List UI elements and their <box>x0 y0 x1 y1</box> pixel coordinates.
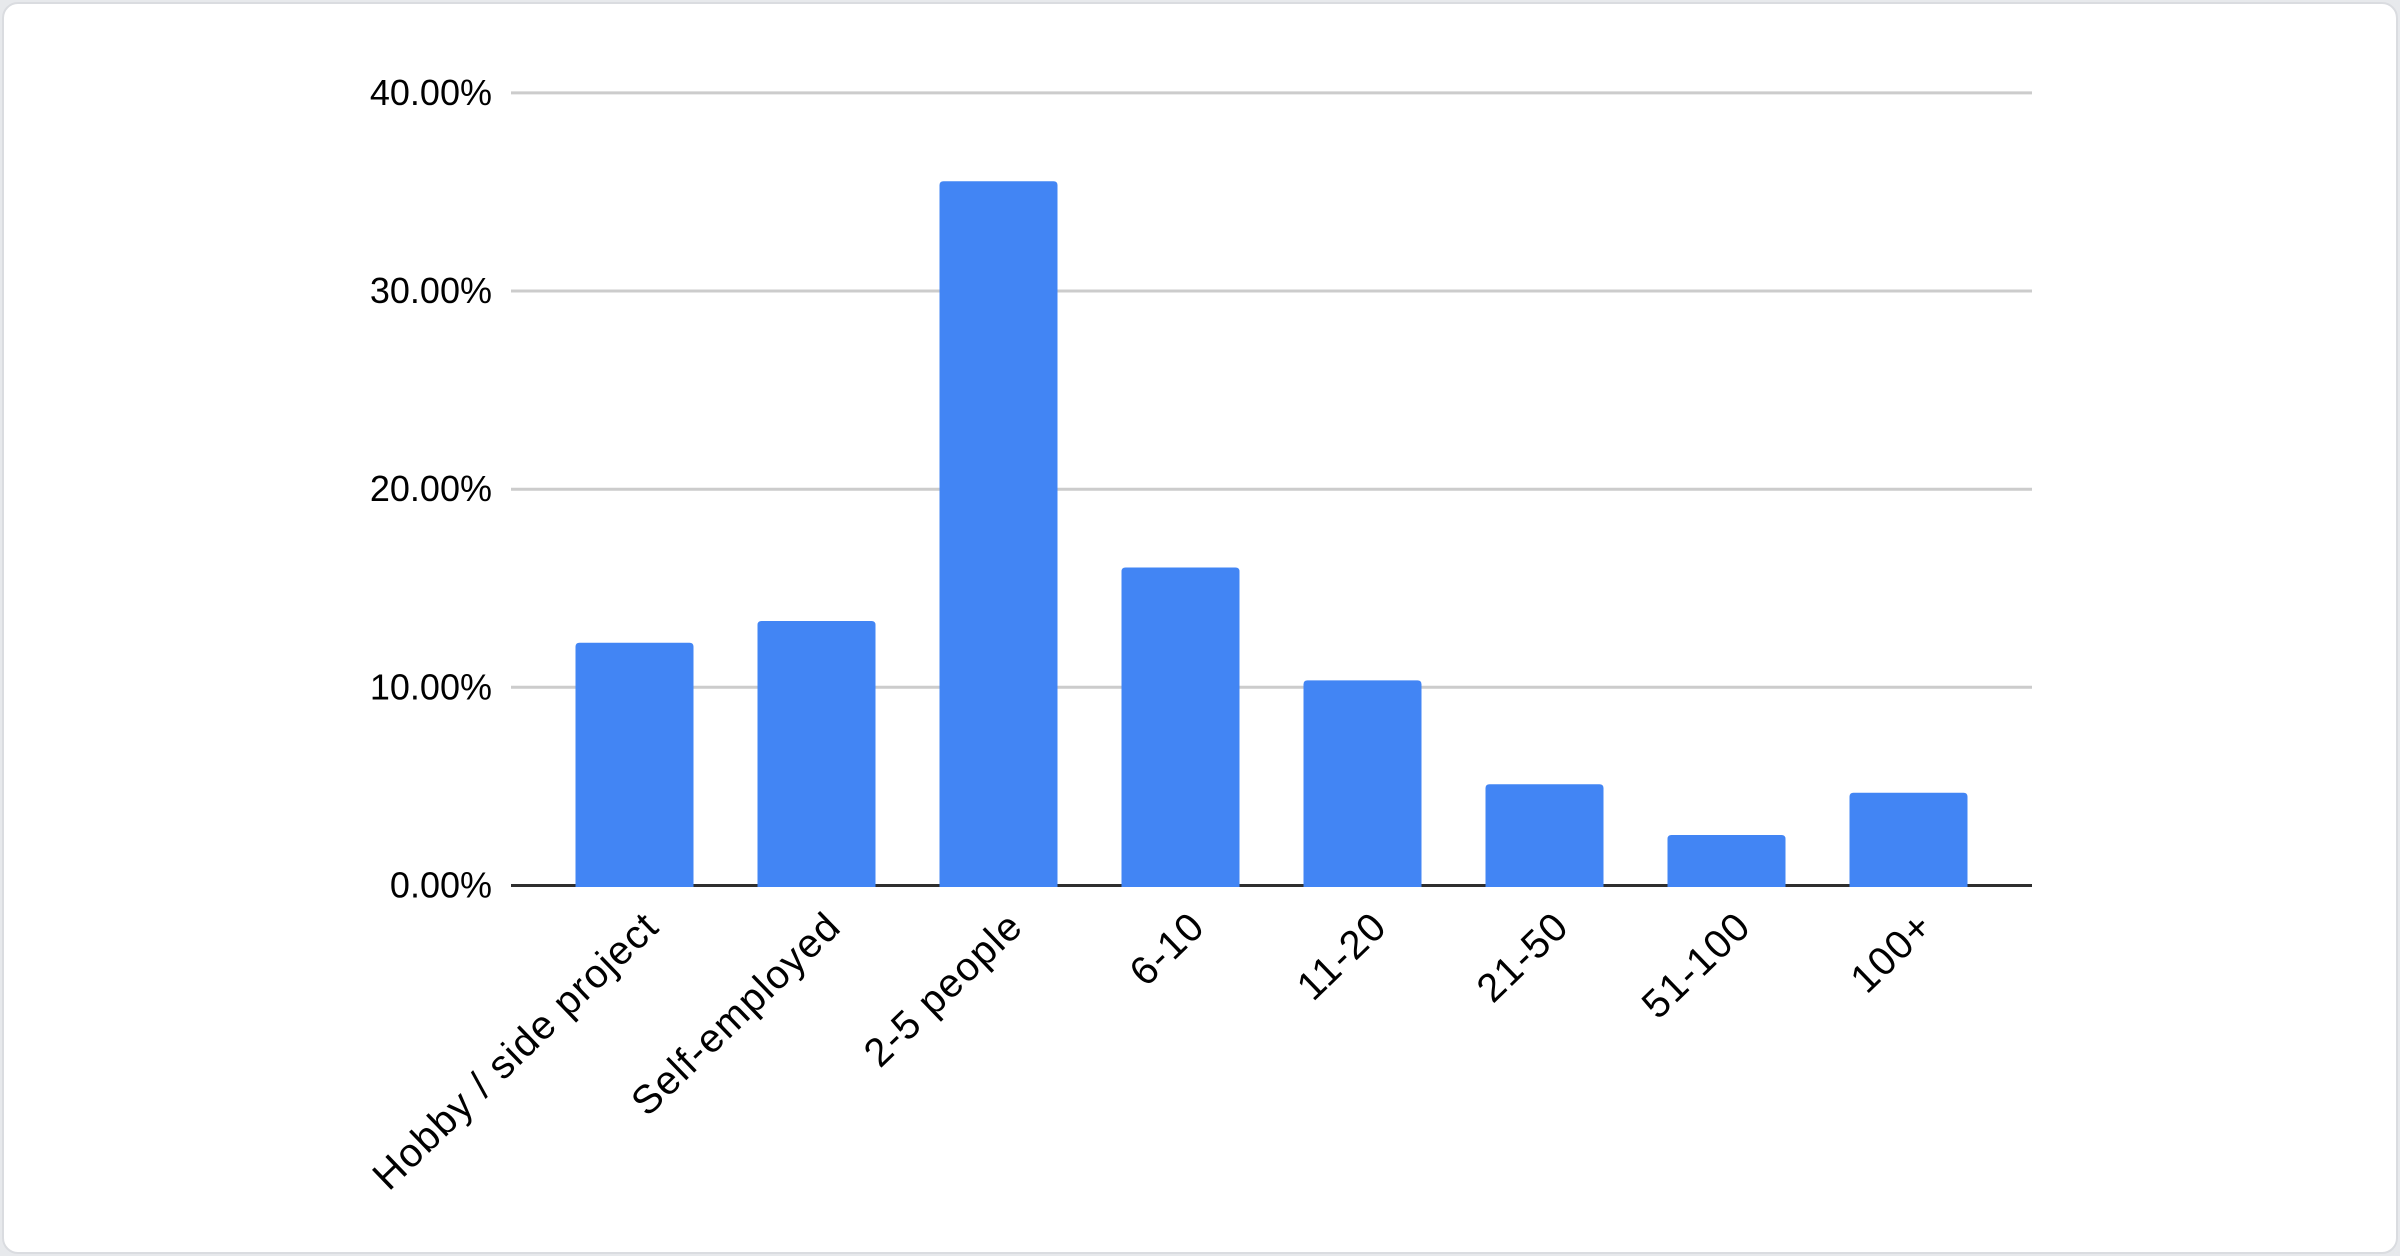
svg-text:40.00%: 40.00% <box>370 72 492 113</box>
svg-text:6-10: 6-10 <box>1121 904 1213 995</box>
svg-text:10.00%: 10.00% <box>370 666 492 707</box>
svg-text:30.00%: 30.00% <box>370 270 492 311</box>
svg-text:11-20: 11-20 <box>1289 904 1396 1009</box>
svg-text:20.00%: 20.00% <box>370 468 492 509</box>
svg-text:2-5 people: 2-5 people <box>856 904 1032 1076</box>
svg-text:100+: 100+ <box>1842 904 1941 1002</box>
svg-text:21-50: 21-50 <box>1469 904 1578 1011</box>
svg-text:Hobby / side project: Hobby / side project <box>364 904 667 1199</box>
svg-text:51-100: 51-100 <box>1634 904 1760 1027</box>
svg-text:0.00%: 0.00% <box>390 865 492 906</box>
